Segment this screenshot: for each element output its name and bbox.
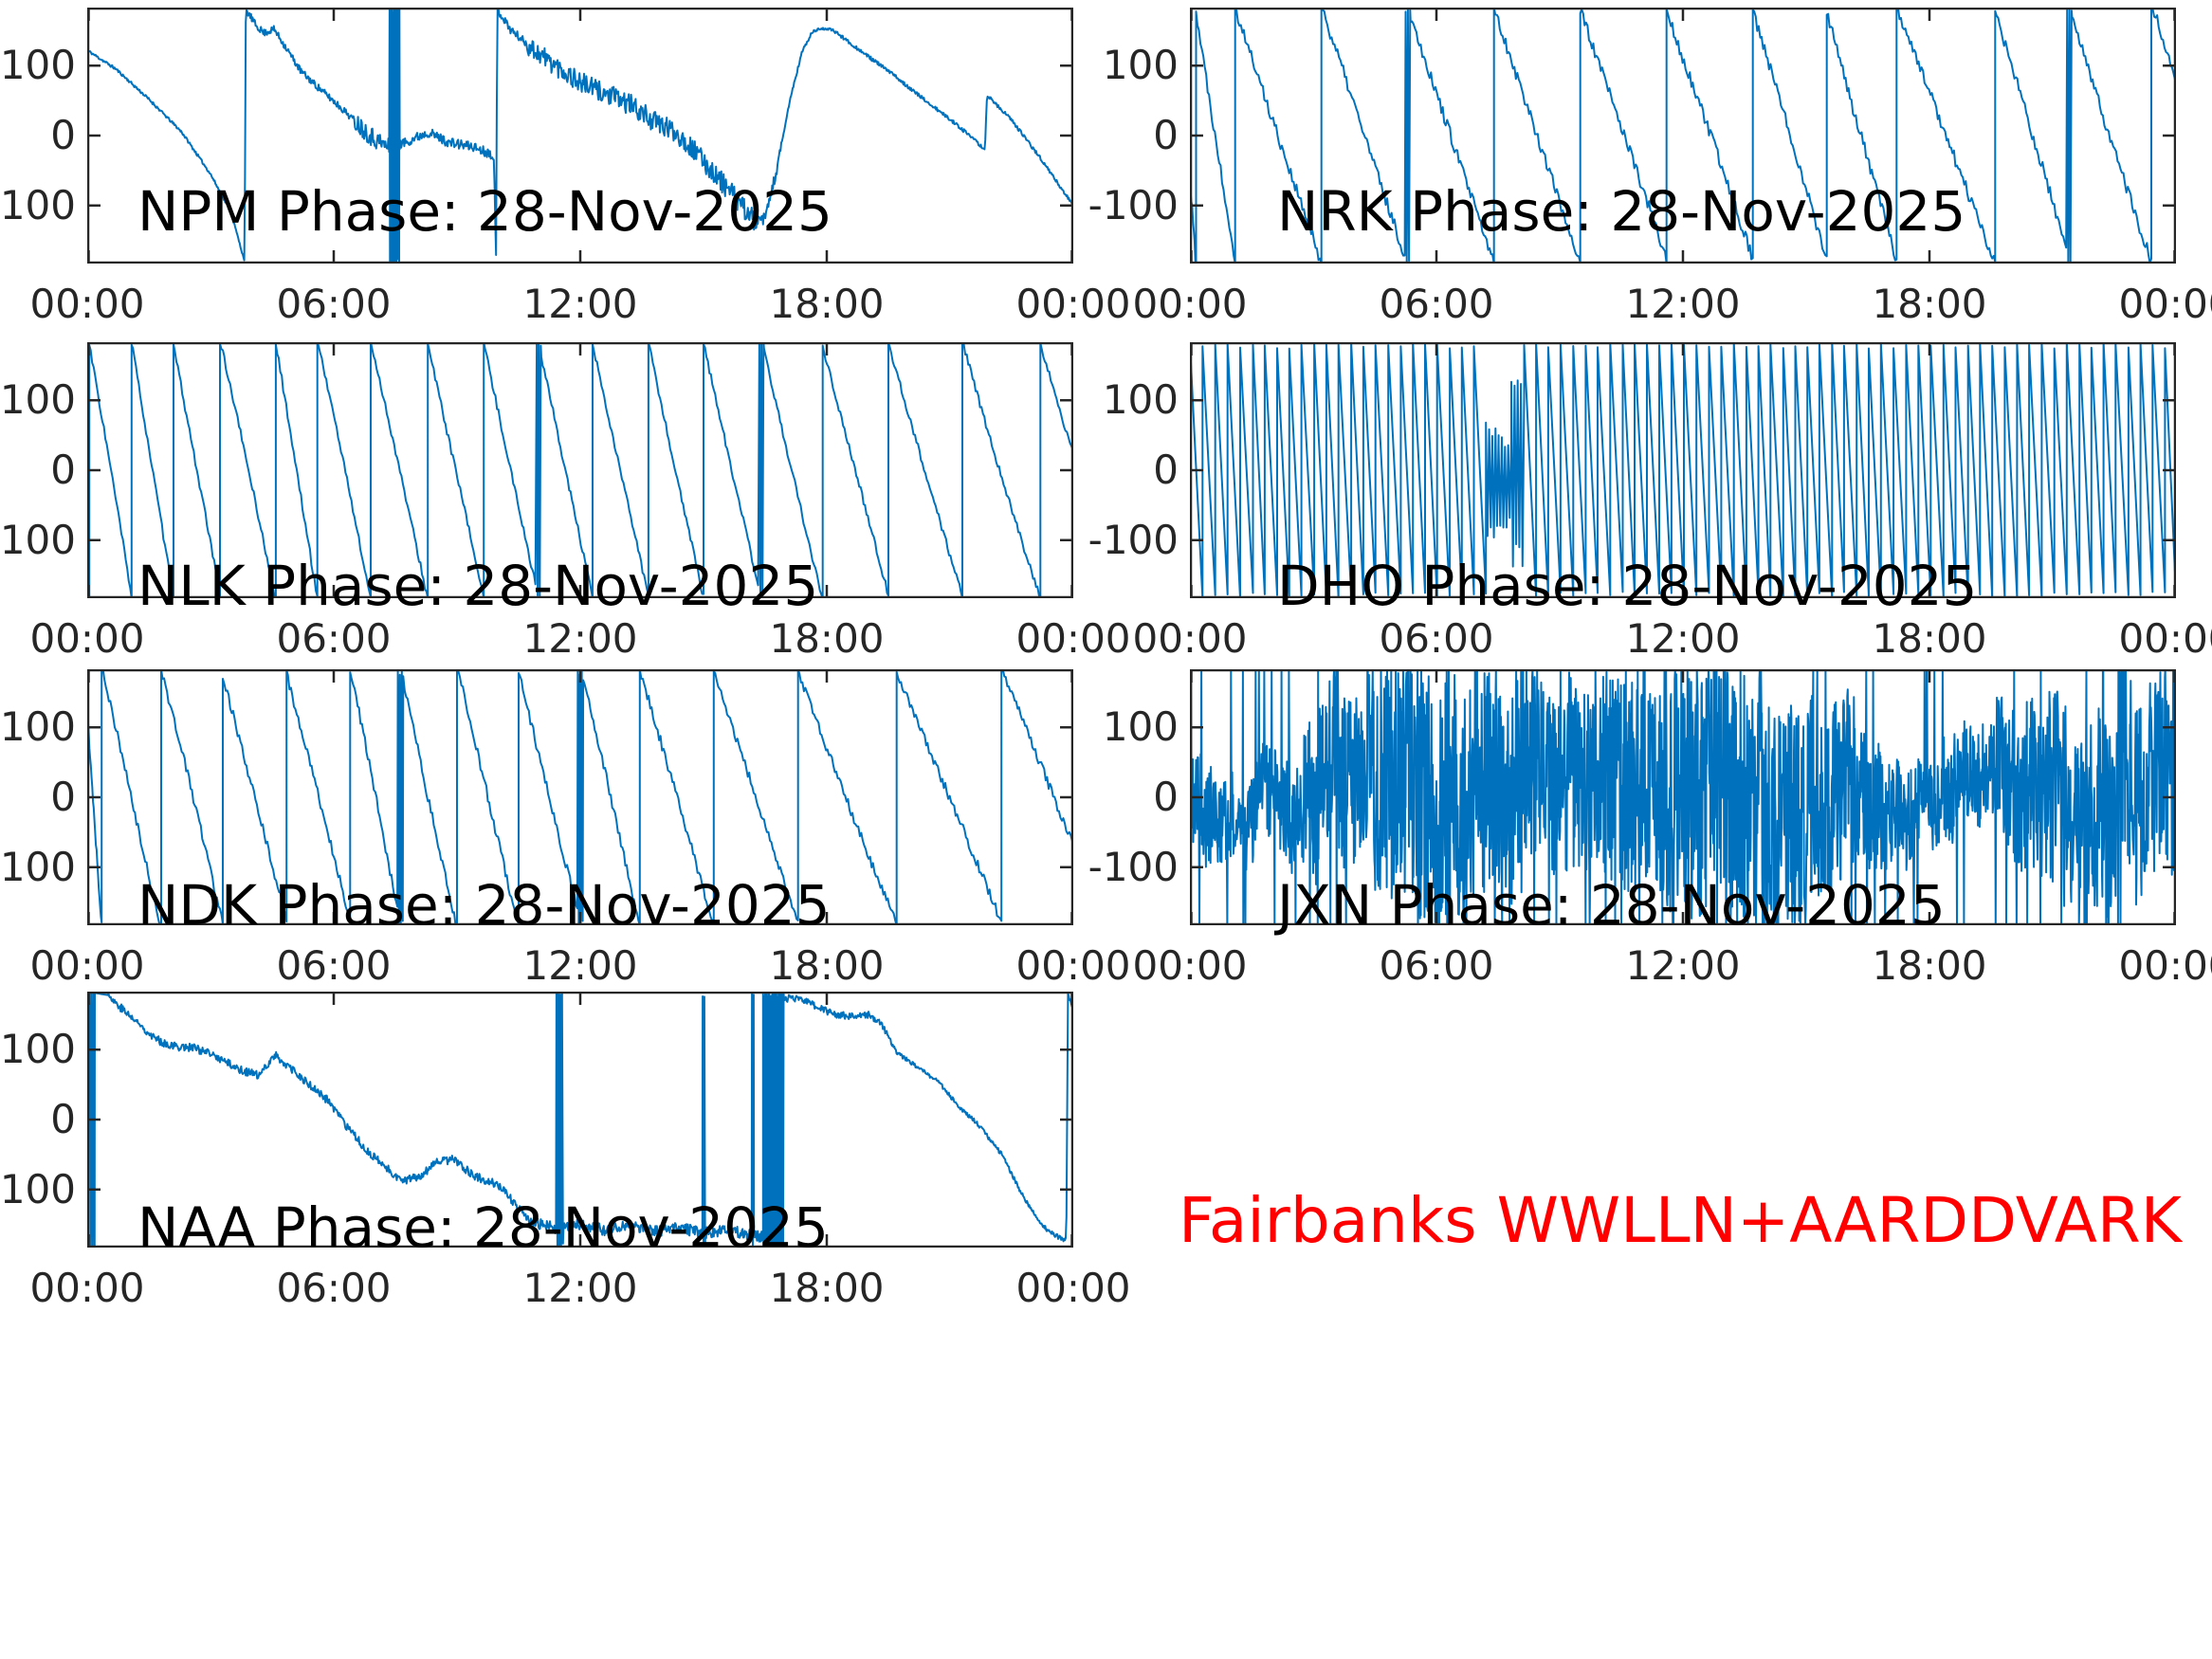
y-tick-label: 0 [1153, 447, 1179, 493]
x-tick-label: 06:00 [276, 615, 392, 662]
y-tick-label: 100 [0, 1026, 76, 1073]
x-tick-label: 18:00 [1872, 942, 1987, 989]
y-tick-label: -100 [1088, 843, 1179, 890]
x-tick-label: 12:00 [522, 281, 638, 327]
y-tick-label: -100 [1088, 516, 1179, 563]
y-tick-label: 100 [1102, 703, 1179, 751]
x-tick-label: 18:00 [769, 281, 885, 327]
x-tick-label: 18:00 [769, 942, 885, 989]
y-tick-label: 100 [0, 42, 76, 89]
x-tick-label: 00:00 [29, 281, 145, 327]
plot-nlk [87, 342, 1073, 598]
y-tick-label: 0 [50, 112, 76, 158]
y-tick-label: 100 [0, 703, 76, 751]
x-tick-label: 00:00 [1132, 615, 1248, 662]
x-tick-label: 12:00 [522, 942, 638, 989]
y-tick-label: 0 [1153, 112, 1179, 158]
x-tick-label: 18:00 [769, 615, 885, 662]
y-tick-label: 0 [50, 774, 76, 820]
x-tick-label: 06:00 [1379, 942, 1494, 989]
x-tick-label: 06:00 [276, 942, 392, 989]
plot-title-ndk: NDK Phase: 28-Nov-2025 [137, 873, 831, 938]
y-tick-label: 0 [1153, 774, 1179, 820]
plot-title-jxn: JXN Phase: 28-Nov-2025 [1277, 873, 1946, 938]
figure-annotation: Fairbanks WWLLN+AARDDVARK [1179, 1184, 2182, 1257]
y-tick-label: 100 [1102, 376, 1179, 424]
x-tick-label: 06:00 [1379, 615, 1494, 662]
x-tick-label: 00:00 [2118, 942, 2212, 989]
x-tick-label: 18:00 [1872, 615, 1987, 662]
plot-title-nrk: NRK Phase: 28-Nov-2025 [1277, 179, 1966, 244]
phase-trace-nrk [1190, 8, 2176, 264]
y-tick-label: 100 [1102, 42, 1179, 89]
plot-npm [87, 8, 1073, 264]
x-tick-label: 18:00 [1872, 281, 1987, 327]
phase-trace-nlk [87, 342, 1073, 598]
x-tick-label: 18:00 [769, 1265, 885, 1311]
x-tick-label: 12:00 [1625, 281, 1741, 327]
plot-ndk [87, 669, 1073, 925]
y-tick-label: 0 [50, 447, 76, 493]
y-tick-label: -100 [0, 1165, 76, 1212]
x-tick-label: 12:00 [522, 615, 638, 662]
x-tick-label: 00:00 [2118, 615, 2212, 662]
phase-trace-npm [87, 8, 1073, 264]
phase-trace-naa [87, 992, 1073, 1248]
x-tick-label: 00:00 [1015, 615, 1131, 662]
plot-jxn [1190, 669, 2176, 925]
x-tick-label: 06:00 [1379, 281, 1494, 327]
y-tick-label: -100 [0, 516, 76, 563]
x-tick-label: 06:00 [276, 281, 392, 327]
x-tick-label: 00:00 [29, 615, 145, 662]
y-tick-label: 100 [0, 376, 76, 424]
x-tick-label: 00:00 [29, 1265, 145, 1311]
x-tick-label: 00:00 [1132, 942, 1248, 989]
plot-title-npm: NPM Phase: 28-Nov-2025 [137, 179, 832, 244]
x-tick-label: 00:00 [2118, 281, 2212, 327]
x-tick-label: 00:00 [1132, 281, 1248, 327]
y-tick-label: -100 [1088, 181, 1179, 228]
x-tick-label: 00:00 [29, 942, 145, 989]
phase-trace-ndk [87, 669, 1073, 925]
plot-title-nlk: NLK Phase: 28-Nov-2025 [137, 554, 819, 618]
y-tick-label: 0 [50, 1096, 76, 1142]
x-tick-label: 06:00 [276, 1265, 392, 1311]
plot-nrk [1190, 8, 2176, 264]
x-tick-label: 00:00 [1015, 1265, 1131, 1311]
y-tick-label: -100 [0, 181, 76, 228]
plot-title-dho: DHO Phase: 28-Nov-2025 [1277, 554, 1978, 618]
y-tick-label: -100 [0, 843, 76, 890]
plot-naa [87, 992, 1073, 1248]
x-tick-label: 12:00 [1625, 615, 1741, 662]
x-tick-label: 12:00 [522, 1265, 638, 1311]
phase-trace-jxn [1190, 669, 2176, 925]
x-tick-label: 00:00 [1015, 281, 1131, 327]
x-tick-label: 00:00 [1015, 942, 1131, 989]
x-tick-label: 12:00 [1625, 942, 1741, 989]
plot-dho [1190, 342, 2176, 598]
plot-title-naa: NAA Phase: 28-Nov-2025 [137, 1195, 829, 1260]
